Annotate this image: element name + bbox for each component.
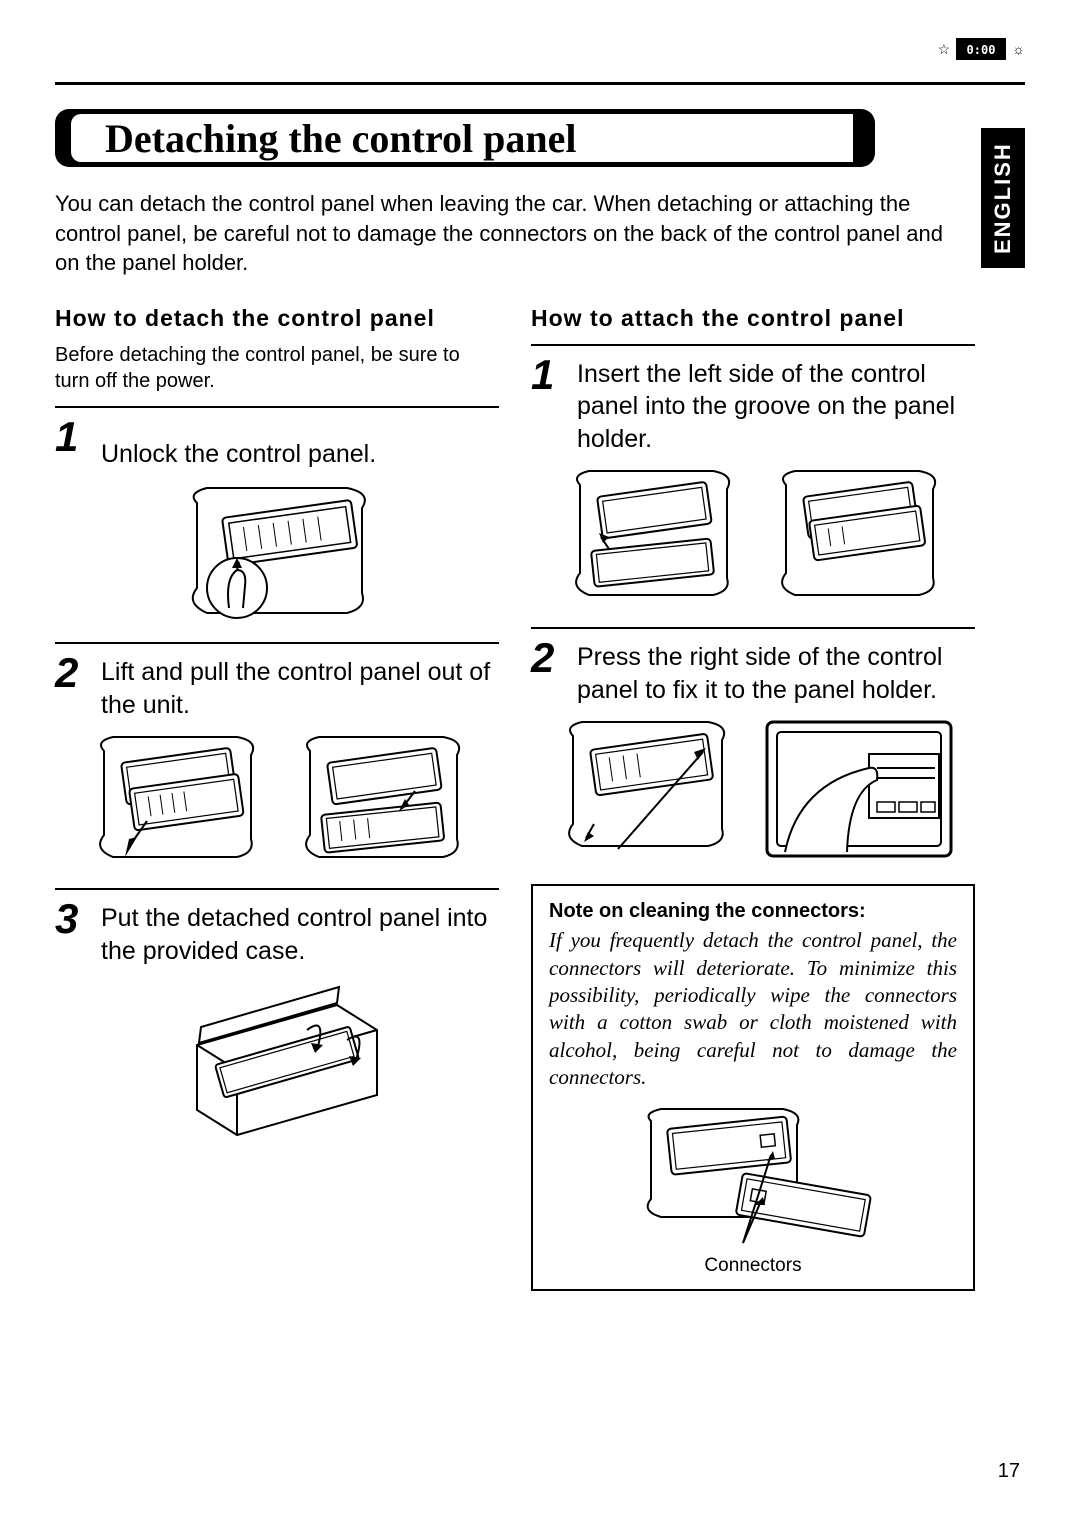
connectors-illustration: Connectors (549, 1101, 957, 1277)
detach-column: How to detach the control panel Before d… (55, 304, 499, 1291)
header-icons: ☆ 0:00 ☼ (938, 38, 1025, 60)
language-tab: ENGLISH (981, 128, 1025, 268)
step-rule (531, 627, 975, 629)
note-box: Note on cleaning the connectors: If you … (531, 884, 975, 1291)
attach-illus-1 (531, 463, 975, 613)
step-rule (531, 344, 975, 346)
detach-illus-1 (55, 478, 499, 628)
step-rule (55, 642, 499, 644)
digital-display-icon: 0:00 (956, 38, 1006, 60)
step-number: 3 (55, 898, 85, 940)
gear-icon: ☼ (1012, 41, 1025, 57)
star-icon: ☆ (938, 41, 951, 58)
step-number: 1 (531, 354, 561, 396)
note-body: If you frequently detach the control pan… (549, 927, 957, 1091)
step-text: Press the right side of the control pane… (577, 637, 975, 706)
top-rule (55, 82, 1025, 85)
detach-heading: How to detach the control panel (55, 304, 499, 334)
detach-illus-2 (55, 729, 499, 874)
attach-illus-2 (531, 714, 975, 864)
step-text: Lift and pull the control panel out of t… (101, 652, 499, 721)
step-rule (55, 888, 499, 890)
step-number: 2 (531, 637, 561, 679)
step-number: 1 (55, 416, 85, 458)
section-title: Detaching the control panel (55, 109, 875, 167)
attach-heading: How to attach the control panel (531, 304, 975, 334)
intro-text: You can detach the control panel when le… (55, 189, 947, 278)
step-rule (55, 406, 499, 408)
attach-step-2: 2 Press the right side of the control pa… (531, 637, 975, 706)
svg-text:0:00: 0:00 (967, 43, 996, 57)
step-text: Unlock the control panel. (101, 416, 499, 471)
step-number: 2 (55, 652, 85, 694)
detach-step-2: 2 Lift and pull the control panel out of… (55, 652, 499, 721)
attach-step-1: 1 Insert the left side of the control pa… (531, 354, 975, 456)
attach-column: How to attach the control panel 1 Insert… (531, 304, 975, 1291)
step-text: Insert the left side of the control pane… (577, 354, 975, 456)
step-text: Put the detached control panel into the … (101, 898, 499, 967)
connectors-caption: Connectors (704, 1255, 801, 1277)
detach-illus-3 (55, 975, 499, 1155)
detach-step-3: 3 Put the detached control panel into th… (55, 898, 499, 967)
detach-prenote: Before detaching the control panel, be s… (55, 342, 499, 394)
page-number: 17 (998, 1460, 1020, 1483)
title-text: Detaching the control panel (91, 115, 576, 162)
note-title: Note on cleaning the connectors: (549, 900, 957, 923)
detach-step-1: 1 Unlock the control panel. (55, 416, 499, 471)
